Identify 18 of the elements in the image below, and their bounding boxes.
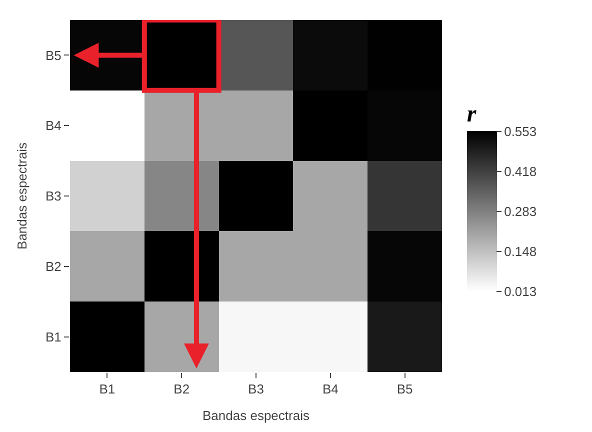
color-bar-label: 0.553 [504,124,537,140]
color-bar-label: 0.283 [504,204,537,220]
x-axis-title: Bandas espectrais [202,408,310,424]
x-tick-label: B2 [174,382,190,397]
y-tick-label: B1 [45,329,62,344]
color-bar-label: 0.013 [504,284,537,300]
x-tick-label: B5 [396,382,413,397]
x-tick-label: B4 [322,382,338,397]
color-bar-title: r [466,102,477,128]
y-tick-label: B4 [45,118,62,134]
y-tick-label: B5 [45,48,62,63]
y-tick-label: B2 [45,258,62,274]
color-bar-label: 0.418 [504,164,537,180]
x-tick-label: B1 [99,382,116,397]
color-bar-label: 0.148 [504,244,537,260]
x-tick-label: B3 [248,382,264,397]
y-tick-label: B3 [45,188,62,204]
y-axis-title: Bandas espectrais [14,142,30,250]
